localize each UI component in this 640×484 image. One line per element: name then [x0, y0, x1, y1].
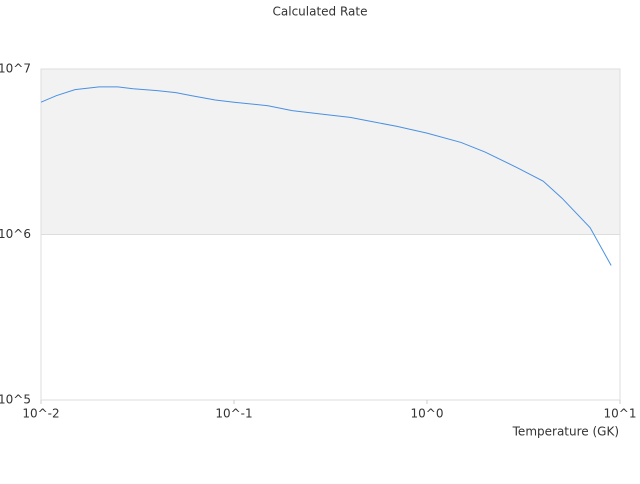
y-tick-label: 10^7 [0, 62, 31, 76]
grid-band [41, 69, 620, 235]
x-tick-label: 10^0 [411, 407, 444, 421]
y-tick-label: 10^6 [0, 227, 31, 241]
x-tick-label: 10^-2 [22, 407, 59, 421]
chart-title: Calculated Rate [273, 5, 368, 19]
y-tick-label: 10^5 [0, 393, 31, 407]
x-axis-label: Temperature (GK) [512, 425, 619, 439]
x-tick-label: 10^1 [604, 407, 637, 421]
x-tick-label: 10^-1 [215, 407, 252, 421]
data-line [40, 86, 612, 266]
